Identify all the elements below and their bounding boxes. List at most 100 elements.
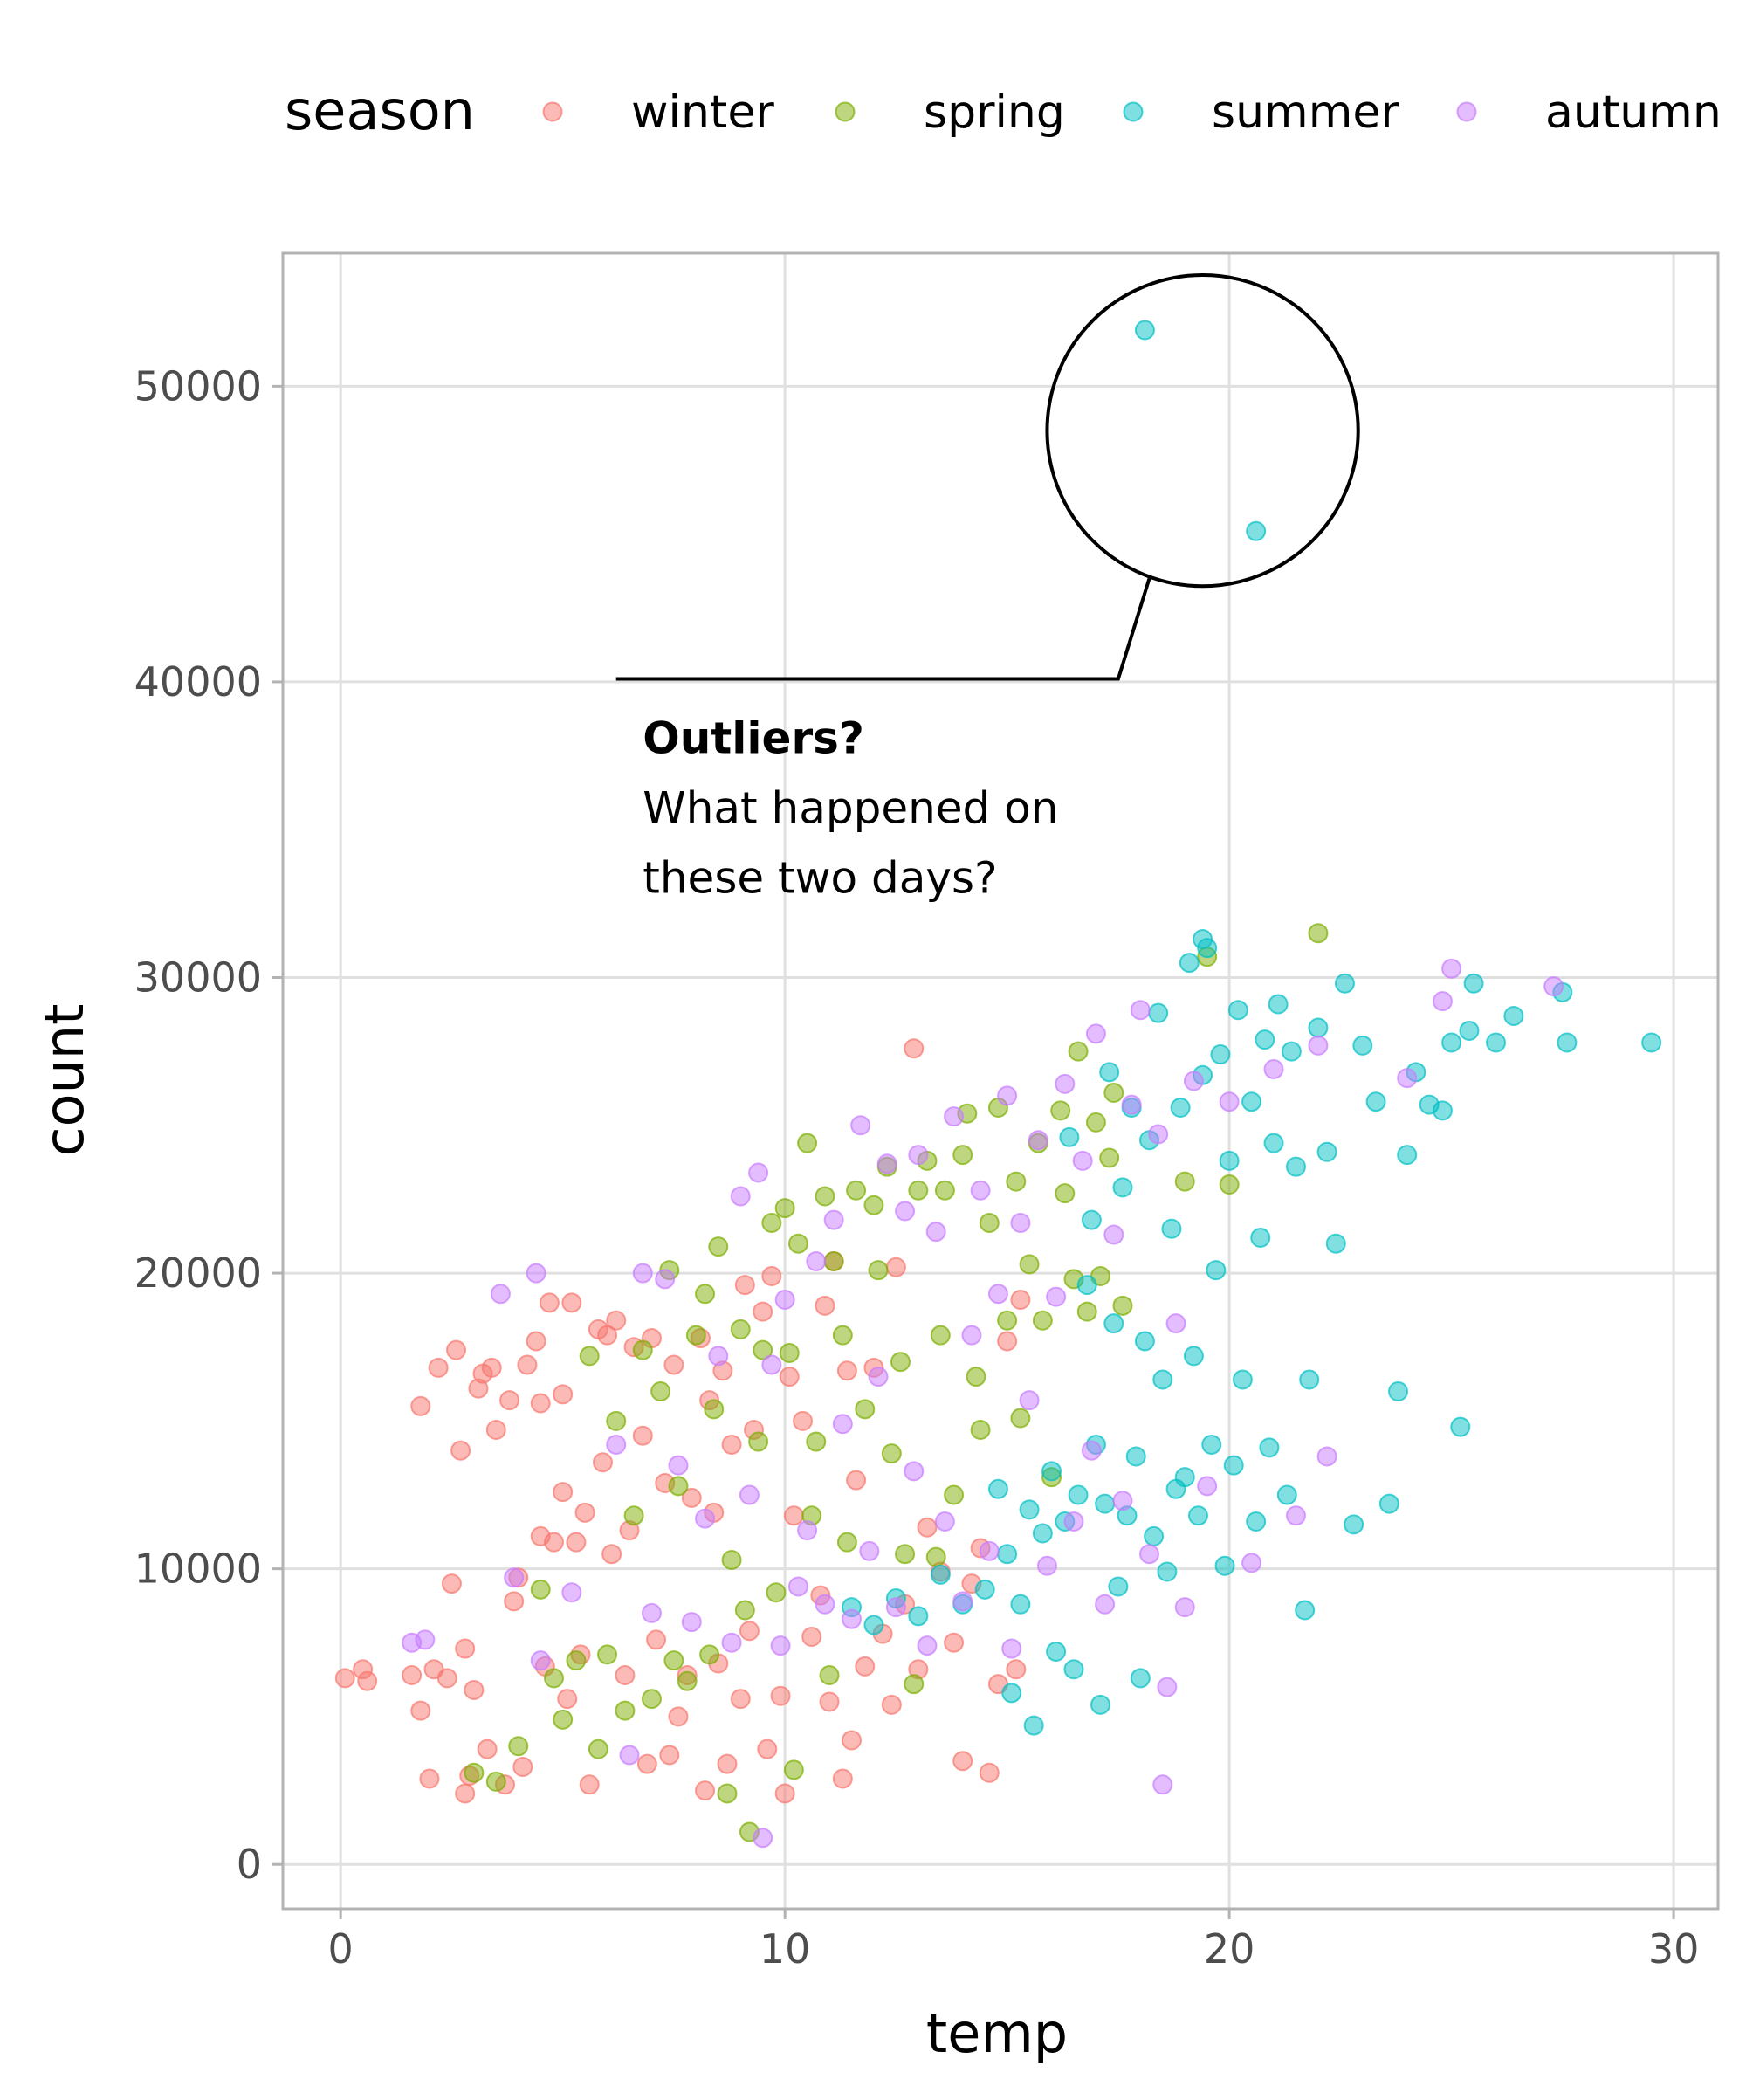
- data-point-summer: [930, 1564, 951, 1585]
- data-point-autumn: [987, 1284, 1008, 1305]
- data-point-summer: [1250, 1227, 1271, 1248]
- data-point-summer: [1378, 1493, 1399, 1514]
- y-axis-title: count: [32, 1004, 96, 1157]
- data-point-autumn: [739, 1484, 760, 1505]
- data-point-spring: [966, 1367, 986, 1387]
- data-point-summer: [1352, 1035, 1373, 1056]
- data-point-summer: [1223, 1455, 1244, 1476]
- data-point-autumn: [632, 1263, 653, 1284]
- data-point-summer: [1344, 1514, 1364, 1535]
- data-point-spring: [1010, 1408, 1031, 1429]
- data-point-autumn: [526, 1263, 546, 1284]
- data-point-summer: [1174, 1467, 1195, 1488]
- data-point-spring: [787, 1233, 808, 1254]
- data-point-autumn: [1072, 1150, 1093, 1171]
- data-point-autumn: [748, 1162, 769, 1183]
- data-point-summer: [1032, 1523, 1053, 1544]
- data-point-winter: [601, 1544, 622, 1565]
- data-point-winter: [917, 1517, 938, 1538]
- data-point-summer: [1068, 1484, 1089, 1505]
- data-point-winter: [357, 1670, 378, 1691]
- data-point-autumn: [787, 1576, 808, 1597]
- data-point-autumn: [1441, 958, 1462, 979]
- data-point-autumn: [761, 1354, 782, 1375]
- data-point-summer: [1214, 1555, 1235, 1576]
- data-point-winter: [997, 1331, 1018, 1352]
- data-point-summer: [1459, 1020, 1480, 1041]
- data-point-autumn: [1010, 1213, 1031, 1234]
- data-point-spring: [863, 1195, 884, 1215]
- data-point-spring: [708, 1236, 729, 1257]
- data-point-summer: [1227, 1000, 1248, 1021]
- legend-key-spring: [835, 101, 856, 122]
- data-point-spring: [1308, 923, 1329, 944]
- data-point-winter: [695, 1780, 716, 1801]
- data-point-autumn: [806, 1251, 827, 1272]
- data-point-spring: [699, 1644, 720, 1665]
- data-point-autumn: [1139, 1544, 1160, 1565]
- legend-label-winter: winter: [631, 86, 774, 139]
- data-point-summer: [1090, 1694, 1111, 1715]
- x-tick-label: 0: [328, 1925, 354, 1973]
- data-point-spring: [761, 1213, 782, 1234]
- data-point-winter: [881, 1694, 902, 1715]
- data-point-winter: [668, 1706, 689, 1727]
- data-point-spring: [881, 1443, 902, 1464]
- data-point-summer: [1219, 1150, 1240, 1171]
- data-point-spring: [797, 1133, 818, 1153]
- data-point-autumn: [1241, 1553, 1262, 1573]
- data-point-summer: [1276, 1484, 1297, 1505]
- data-point-autumn: [895, 1201, 916, 1222]
- data-point-summer: [1299, 1369, 1320, 1390]
- data-point-winter: [734, 1275, 755, 1296]
- data-point-spring: [695, 1284, 716, 1305]
- data-point-spring: [934, 1180, 955, 1201]
- data-point-autumn: [961, 1325, 982, 1346]
- data-point-winter: [517, 1354, 538, 1375]
- data-point-spring: [464, 1762, 485, 1783]
- legend-entry-summer: summer: [1123, 86, 1399, 139]
- data-point-winter: [543, 1532, 564, 1553]
- data-point-autumn: [1285, 1505, 1306, 1526]
- data-point-spring: [783, 1759, 804, 1780]
- data-point-winter: [499, 1390, 520, 1411]
- data-point-autumn: [868, 1367, 889, 1387]
- data-point-winter: [846, 1470, 867, 1491]
- data-point-autumn: [1001, 1638, 1022, 1659]
- y-tick-label: 30000: [134, 954, 262, 1002]
- data-point-summer: [1397, 1145, 1418, 1166]
- data-point-summer: [1201, 1434, 1222, 1455]
- data-point-winter: [757, 1739, 778, 1759]
- data-point-spring: [641, 1689, 662, 1710]
- data-point-spring: [530, 1579, 551, 1600]
- data-point-summer: [1503, 1006, 1524, 1027]
- data-point-autumn: [1081, 1440, 1102, 1461]
- data-point-spring: [1050, 1100, 1071, 1121]
- data-point-spring: [615, 1700, 636, 1721]
- data-point-winter: [979, 1762, 1000, 1783]
- data-point-spring: [823, 1251, 844, 1272]
- data-point-summer: [1246, 520, 1267, 541]
- x-tick-label: 20: [1204, 1925, 1255, 1973]
- data-point-spring: [606, 1410, 627, 1431]
- annotation-leader-line: [615, 577, 1151, 681]
- data-point-summer: [1463, 973, 1484, 994]
- data-point-winter: [481, 1357, 502, 1378]
- data-point-spring: [855, 1399, 876, 1420]
- data-point-spring: [668, 1476, 689, 1497]
- data-point-spring: [1019, 1254, 1040, 1275]
- data-point-winter: [615, 1665, 636, 1686]
- data-point-autumn: [1397, 1068, 1418, 1089]
- data-point-spring: [836, 1532, 857, 1553]
- y-tick-label: 40000: [134, 658, 262, 706]
- data-point-winter: [904, 1038, 925, 1059]
- data-point-autumn: [1174, 1597, 1195, 1618]
- data-point-autumn: [841, 1608, 862, 1629]
- data-point-summer: [974, 1579, 995, 1600]
- data-point-autumn: [885, 1597, 906, 1618]
- data-point-summer: [1063, 1659, 1084, 1680]
- data-point-winter: [410, 1700, 431, 1721]
- y-tick-label: 20000: [134, 1250, 262, 1297]
